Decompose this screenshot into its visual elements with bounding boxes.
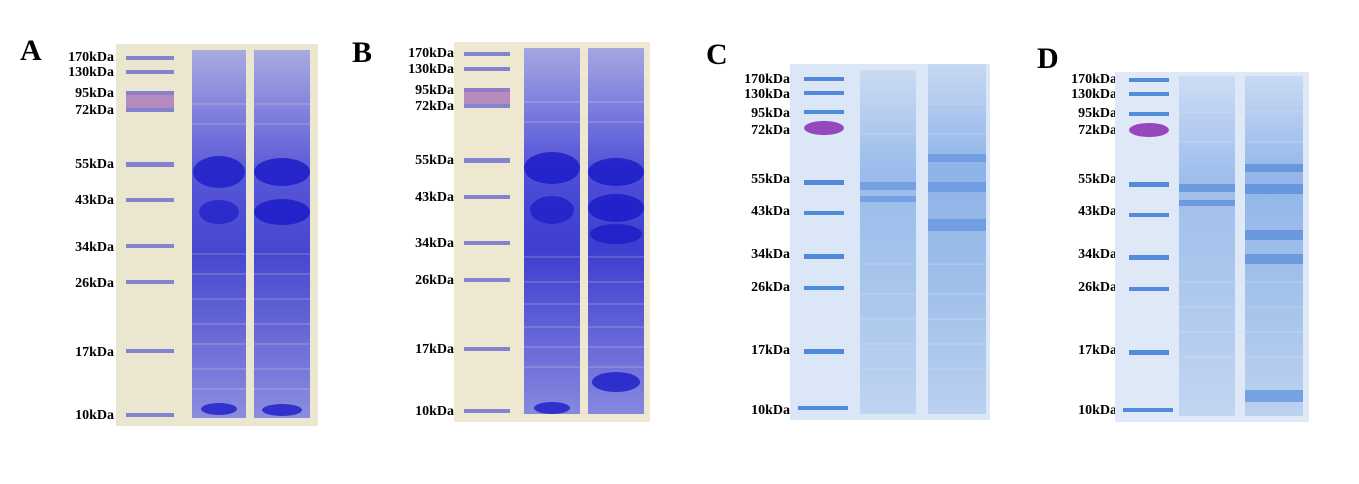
- marker-label: 72kDa: [751, 123, 790, 138]
- marker-label: 34kDa: [1078, 247, 1117, 262]
- gel-image: [790, 64, 990, 420]
- marker-label: 43kDa: [415, 190, 454, 205]
- marker-label: 55kDa: [415, 153, 454, 168]
- marker-label: 170kDa: [68, 50, 114, 65]
- marker-label: 72kDa: [1078, 123, 1117, 138]
- marker-label: 17kDa: [415, 342, 454, 357]
- marker-label: 34kDa: [75, 240, 114, 255]
- marker-label: 43kDa: [751, 204, 790, 219]
- marker-label: 34kDa: [751, 247, 790, 262]
- marker-label: 26kDa: [75, 276, 114, 291]
- panel-b: B 170kDa 130kDa 95kDa 72kDa 55kDa 43kDa …: [340, 0, 670, 484]
- marker-label: 10kDa: [1078, 403, 1117, 418]
- panel-letter: D: [1037, 42, 1059, 75]
- marker-label: 10kDa: [75, 408, 114, 423]
- marker-label: 130kDa: [408, 62, 454, 77]
- gel-image: [454, 42, 650, 422]
- panel-letter: C: [706, 38, 728, 71]
- marker-label: 55kDa: [751, 172, 790, 187]
- panel-d: D 170kDa 130kDa 95kDa 72kDa 55kDa 43kDa …: [1025, 0, 1355, 484]
- marker-label: 72kDa: [415, 99, 454, 114]
- panel-a: A 170kDa 130kDa 95kDa 72kDa 55kDa 43kDa …: [0, 0, 330, 484]
- panel-letter: A: [20, 34, 42, 67]
- marker-label: 55kDa: [1078, 172, 1117, 187]
- marker-label: 170kDa: [744, 72, 790, 87]
- marker-label: 43kDa: [75, 193, 114, 208]
- marker-label: 130kDa: [744, 87, 790, 102]
- marker-label: 10kDa: [751, 403, 790, 418]
- marker-label: 26kDa: [415, 273, 454, 288]
- marker-label: 170kDa: [408, 46, 454, 61]
- marker-label: 17kDa: [1078, 343, 1117, 358]
- marker-label: 26kDa: [751, 280, 790, 295]
- marker-label: 72kDa: [75, 103, 114, 118]
- gel-image: [1115, 72, 1309, 422]
- marker-label: 130kDa: [1071, 87, 1117, 102]
- marker-label: 43kDa: [1078, 204, 1117, 219]
- gel-image: [116, 44, 318, 426]
- marker-label: 130kDa: [68, 65, 114, 80]
- marker-label: 95kDa: [415, 83, 454, 98]
- marker-label: 34kDa: [415, 236, 454, 251]
- marker-label: 95kDa: [1078, 106, 1117, 121]
- panel-c: C 170kDa 130kDa 95kDa 72kDa 55kDa 43kDa …: [690, 0, 1020, 484]
- marker-label: 17kDa: [75, 345, 114, 360]
- marker-label: 17kDa: [751, 343, 790, 358]
- marker-label: 10kDa: [415, 404, 454, 419]
- marker-label: 95kDa: [75, 86, 114, 101]
- marker-label: 55kDa: [75, 157, 114, 172]
- panel-letter: B: [352, 36, 373, 69]
- marker-label: 26kDa: [1078, 280, 1117, 295]
- marker-label: 95kDa: [751, 106, 790, 121]
- marker-label: 170kDa: [1071, 72, 1117, 87]
